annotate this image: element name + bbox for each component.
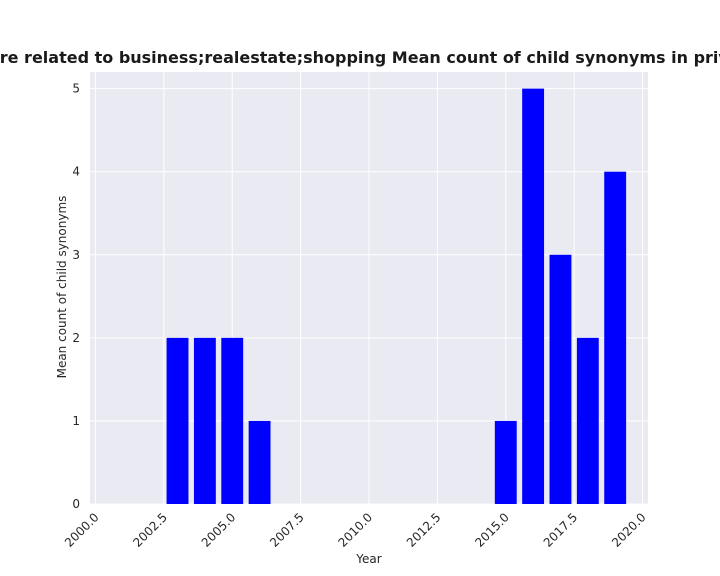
bar-2005 — [221, 337, 244, 504]
bar-2019 — [604, 171, 627, 504]
bar-2018 — [576, 337, 599, 504]
x-tick-label: 2005.0 — [199, 510, 239, 550]
chart-title: Categories are related to business;reale… — [0, 48, 720, 67]
x-tick-label: 2017.5 — [541, 510, 581, 550]
bar-2004 — [193, 337, 216, 504]
x-tick-label: 2012.5 — [404, 510, 444, 550]
x-tick-label: 2002.5 — [130, 510, 170, 550]
y-tick-label: 1 — [72, 414, 80, 428]
bar-2003 — [166, 337, 189, 504]
x-tick-label: 2000.0 — [62, 510, 102, 550]
x-tick-label: 2007.5 — [267, 510, 307, 550]
y-axis-label: Mean count of child synonyms — [55, 196, 69, 379]
y-tick-label: 4 — [72, 165, 80, 179]
x-tick-label: 2010.0 — [336, 510, 376, 550]
bar-2006 — [248, 420, 271, 504]
bar-2017 — [549, 254, 572, 504]
x-axis-label: Year — [355, 552, 381, 566]
y-axis-ticks: 0 1 2 3 4 5 — [72, 82, 80, 511]
y-tick-label: 2 — [72, 331, 80, 345]
y-tick-label: 0 — [72, 497, 80, 511]
bar-2015 — [494, 420, 517, 504]
y-tick-label: 3 — [72, 248, 80, 262]
bars — [166, 88, 627, 504]
x-tick-label: 2015.0 — [472, 510, 512, 550]
x-axis-ticks: 2000.0 2002.5 2005.0 2007.5 2010.0 2012.5 2015… — [62, 510, 649, 550]
y-tick-label: 5 — [72, 82, 80, 96]
bar-2016 — [522, 88, 545, 504]
x-tick-label: 2020.0 — [609, 510, 649, 550]
